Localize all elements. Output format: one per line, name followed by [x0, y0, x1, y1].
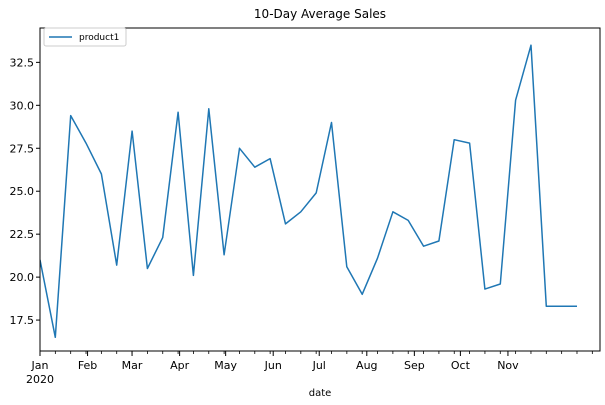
x-tick-label-0: Jan [31, 359, 49, 372]
x-tick-label-5: Jun [264, 359, 282, 372]
legend: product1 [43, 27, 127, 47]
x-tick-label-8: Sep [404, 359, 425, 372]
series-layer [40, 44, 577, 339]
legend-box [43, 27, 127, 47]
x-tick-label-9: Oct [451, 359, 471, 372]
x-tick-label-6: Jul [312, 359, 326, 372]
x-tick-label-10: Nov [497, 359, 519, 372]
x-tick-sublabel-0: 2020 [26, 373, 54, 386]
x-tick-label-7: Aug [356, 359, 377, 372]
x-axis-label: date [309, 388, 332, 399]
chart-title: 10-Day Average Sales [254, 7, 386, 21]
y-axis: 17.5 20.0 22.5 25.0 27.5 30.0 32.5 [10, 56, 40, 327]
y-tick-label-3: 25.0 [10, 185, 35, 198]
x-tick-label-3: Apr [170, 359, 190, 372]
y-tick-label-2: 22.5 [10, 228, 35, 241]
plot-frame [39, 27, 601, 352]
legend-label-product1: product1 [79, 33, 119, 43]
y-tick-label-4: 27.5 [10, 142, 35, 155]
y-tick-label-6: 32.5 [10, 56, 35, 69]
x-tick-label-1: Feb [78, 359, 97, 372]
y-tick-label-0: 17.5 [10, 314, 35, 327]
y-tick-label-1: 20.0 [10, 271, 35, 284]
series-line-product1 [40, 44, 577, 339]
x-tick-label-2: Mar [122, 359, 143, 372]
x-tick-label-4: May [214, 359, 237, 372]
y-tick-label-5: 30.0 [10, 99, 35, 112]
